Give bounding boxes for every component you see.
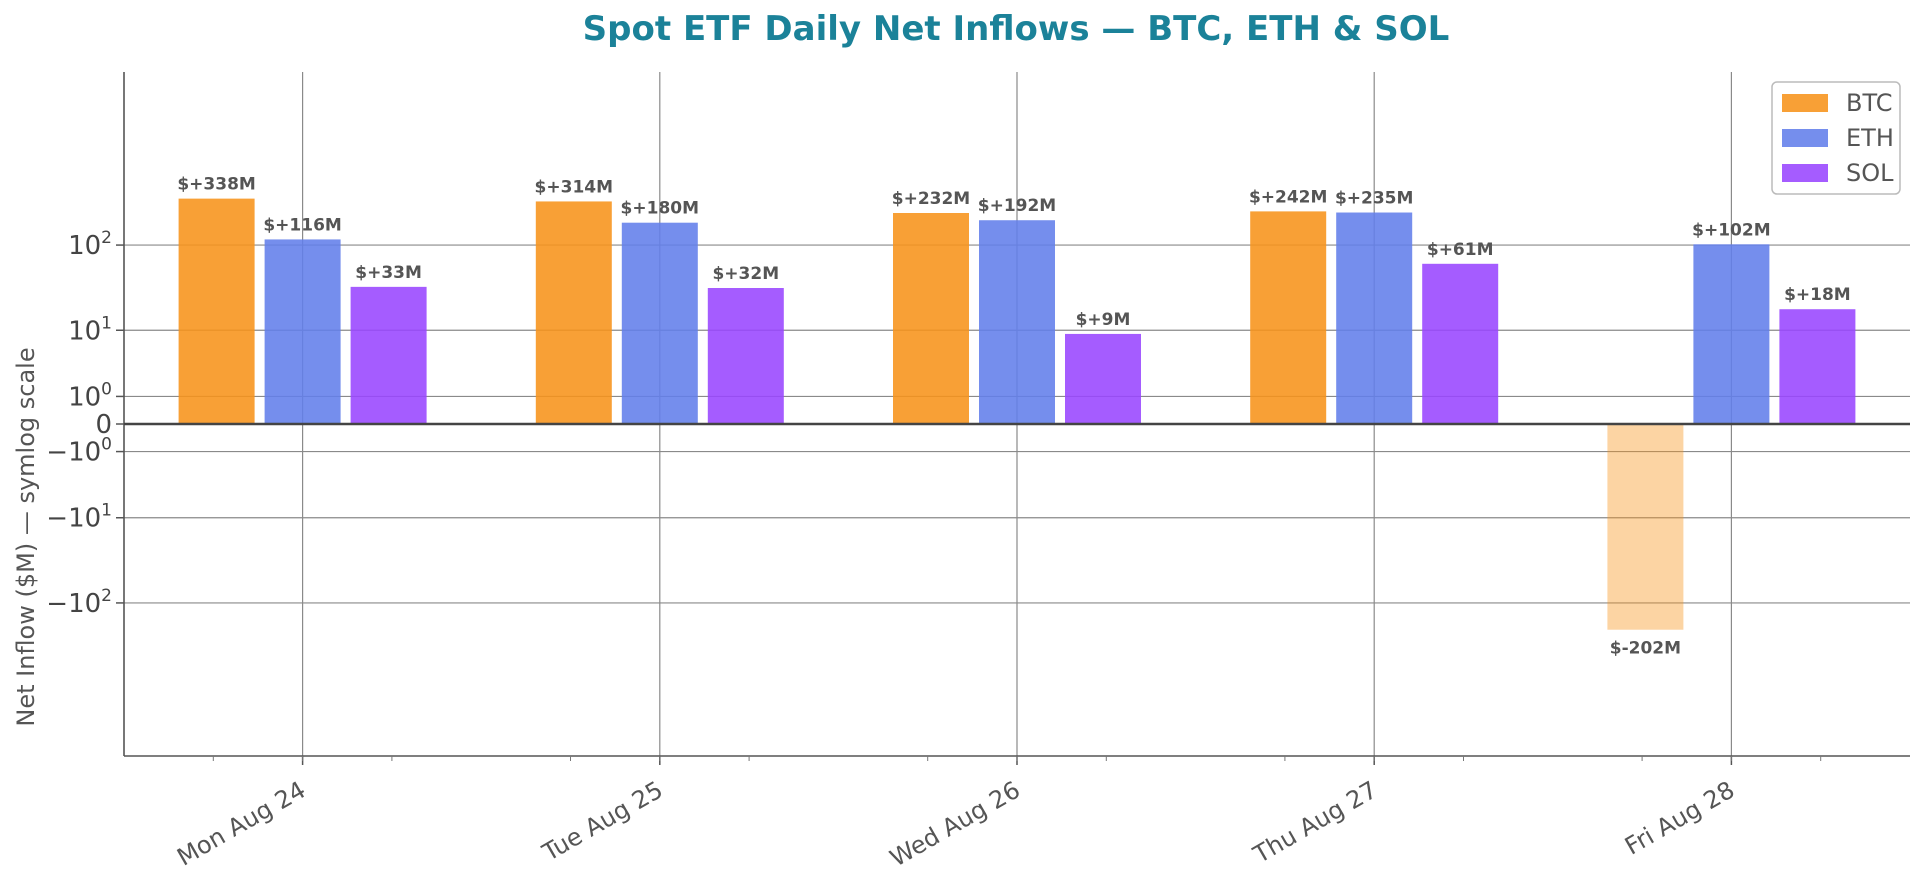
- bar-eth: [1693, 244, 1770, 424]
- labels-layer: $+338M $+314M $+232M $+242M $-202M $+116M $+18…: [177, 175, 1850, 659]
- data-label-btc: $+314M: [535, 177, 613, 197]
- y-tick-label: 101: [68, 313, 112, 346]
- bar-eth: [1336, 212, 1413, 424]
- data-label-eth: $+192M: [978, 196, 1056, 216]
- bar-eth: [264, 239, 341, 424]
- x-tick-label: Thu Aug 27: [1248, 776, 1382, 870]
- chart-title: Spot ETF Daily Net Inflows — BTC, ETH & …: [583, 9, 1450, 49]
- legend-swatch-eth: [1782, 129, 1828, 147]
- legend-swatch-btc: [1782, 94, 1828, 112]
- legend: BTC ETH SOL: [1771, 81, 1901, 195]
- bar-eth: [979, 220, 1055, 424]
- bar-sol: [350, 286, 427, 424]
- x-tick-label: Fri Aug 28: [1620, 776, 1739, 861]
- data-label-eth: $+235M: [1335, 189, 1413, 209]
- x-tick-label: Wed Aug 26: [885, 776, 1025, 873]
- legend-label-sol: SOL: [1846, 159, 1894, 187]
- data-label-sol: $+33M: [355, 263, 422, 283]
- data-label-sol: $+9M: [1076, 310, 1131, 330]
- legend-swatch-sol: [1782, 164, 1828, 182]
- bar-btc: [535, 201, 612, 424]
- y-tick-label: 100: [68, 379, 112, 412]
- data-label-sol: $+18M: [1784, 285, 1851, 305]
- data-label-sol: $+61M: [1427, 240, 1494, 260]
- data-label-btc: $+338M: [177, 175, 255, 195]
- bar-btc: [1607, 424, 1684, 630]
- y-tick-label: 102: [68, 228, 112, 261]
- bar-btc: [178, 198, 255, 424]
- legend-label-eth: ETH: [1846, 124, 1894, 152]
- data-label-btc: $+242M: [1249, 187, 1327, 207]
- y-tick-label: 0: [95, 410, 112, 440]
- data-label-eth: $+102M: [1692, 220, 1770, 240]
- data-label-eth: $+180M: [621, 199, 699, 219]
- y-tick-label: −101: [46, 501, 112, 534]
- bar-sol: [1779, 309, 1856, 424]
- data-label-btc: $+232M: [892, 189, 970, 209]
- data-label-btc: $-202M: [1610, 639, 1681, 659]
- y-axis-label: Net Inflow ($M) — symlog scale: [12, 347, 40, 726]
- bar-sol: [1422, 263, 1499, 424]
- bar-eth: [621, 222, 698, 424]
- x-tick-label: Tue Aug 25: [537, 776, 668, 868]
- bar-btc: [1250, 211, 1327, 424]
- bars-layer: [178, 198, 1856, 630]
- bar-btc: [893, 213, 969, 424]
- legend-label-btc: BTC: [1846, 89, 1892, 117]
- data-label-sol: $+32M: [712, 264, 779, 284]
- x-tick-label: Mon Aug 24: [172, 776, 310, 872]
- bar-sol: [1065, 333, 1141, 424]
- y-tick-label: −102: [46, 586, 112, 619]
- data-label-eth: $+116M: [263, 215, 341, 235]
- y-tick-label: −100: [46, 435, 112, 468]
- bar-sol: [707, 288, 784, 424]
